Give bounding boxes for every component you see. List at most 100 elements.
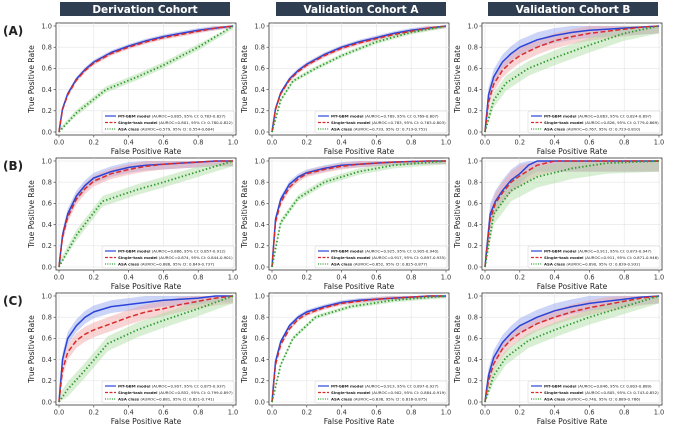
- legend-series-name: ASA class: [331, 397, 353, 402]
- legend-series-name: MT-GBM model: [331, 249, 363, 254]
- legend-entry: ASA class (AUROC=0.836, 95% CI: 0.816-0.…: [331, 397, 428, 402]
- y-tick-label: 1.0: [468, 22, 479, 30]
- legend: MT-GBM model (AUROC=0.886, 95% CI: 0.857…: [101, 245, 235, 269]
- x-tick-label: 0.2: [515, 409, 526, 417]
- x-tick-label: 0.6: [371, 139, 382, 147]
- y-tick-label: 0.6: [42, 335, 53, 343]
- column-header-title: Validation Cohort A: [304, 4, 420, 16]
- x-tick-label: 0.4: [336, 274, 347, 282]
- x-tick-label: 0.4: [549, 139, 560, 147]
- ci-band: [59, 296, 233, 402]
- y-tick-label: 1.0: [468, 157, 479, 165]
- y-tick-label: 0.2: [255, 107, 266, 115]
- y-tick-label: 0.4: [255, 221, 266, 229]
- legend-series-stats: (AUROC=0.801, 95% CI: 0.780-0.822): [158, 120, 234, 125]
- roc-curve-line: [484, 25, 660, 133]
- legend-series-name: ASA class: [331, 262, 353, 267]
- x-tick-label: 0.0: [54, 274, 65, 282]
- legend-series-stats: (AUROC=0.846, 95% CI: 0.803-0.889): [576, 384, 652, 389]
- roc-curve-line: [484, 25, 660, 133]
- roc-panel: 0.0 0.2 0.4 0.6 0.8 1.0 0.0 0.2 0.4 0.6 0.8 1.0 Fals…: [27, 157, 238, 291]
- roc-curve-line: [58, 295, 234, 403]
- y-tick-label: 0.0: [468, 263, 479, 271]
- y-tick-label: 1.0: [255, 292, 266, 300]
- y-axis-label: True Positive Rate: [240, 315, 249, 384]
- x-tick-label: 0.8: [193, 139, 204, 147]
- x-tick-label: 0.4: [549, 274, 560, 282]
- x-tick-label: 0.0: [54, 409, 65, 417]
- roc-curve-line: [58, 25, 234, 133]
- legend-series-name: MT-GBM model: [331, 114, 363, 119]
- legend-series-stats: (AUROC=0.890, 95% CI: 0.839-0.932): [565, 262, 641, 267]
- legend: MT-GBM model (AUROC=0.846, 95% CI: 0.803…: [527, 380, 661, 404]
- legend: MT-GBM model (AUROC=0.925, 95% CI: 0.905…: [314, 245, 448, 269]
- y-tick-label: 0.8: [468, 179, 479, 187]
- x-tick-label: 1.0: [228, 274, 239, 282]
- x-tick-label: 0.4: [549, 409, 560, 417]
- legend-box: [101, 245, 235, 269]
- ci-band: [59, 161, 233, 267]
- roc-curve-line: [271, 295, 446, 403]
- legend-entry: ASA class (AUROC=0.733, 95% CI: 0.713-0.…: [331, 127, 428, 132]
- y-tick-label: 0.6: [255, 65, 266, 73]
- y-tick-label: 0.0: [255, 128, 266, 136]
- legend-box: [314, 380, 448, 404]
- ci-band: [485, 161, 659, 267]
- x-tick-label: 1.0: [441, 274, 452, 282]
- x-tick-label: 0.2: [302, 409, 313, 417]
- legend-box: [527, 245, 661, 269]
- legend-series-stats: (AUROC=0.686, 95% CI: 0.649-0.737): [139, 262, 215, 267]
- x-axis-label: False Positive Rate: [111, 147, 182, 156]
- x-tick-label: 1.0: [654, 409, 665, 417]
- x-tick-label: 0.2: [515, 274, 526, 282]
- y-axis-label: True Positive Rate: [453, 315, 462, 384]
- roc-panel: 0.0 0.2 0.4 0.6 0.8 1.0 0.0 0.2 0.4 0.6 0.8 1.0 Fals…: [27, 292, 238, 426]
- roc-curve-line: [271, 25, 447, 133]
- y-tick-label: 0.8: [42, 179, 53, 187]
- roc-curve-line: [58, 160, 234, 268]
- y-tick-label: 0.0: [468, 128, 479, 136]
- legend-series-stats: (AUROC=0.911, 95% CI: 0.871-0.946): [584, 255, 660, 260]
- row-label: (B): [3, 159, 23, 173]
- legend-entry: Single-task model (AUROC=0.911, 95% CI: …: [544, 255, 659, 260]
- y-tick-label: 0.0: [42, 128, 53, 136]
- legend-series-name: MT-GBM model: [544, 114, 576, 119]
- y-axis-label: True Positive Rate: [453, 180, 462, 249]
- legend-entry: ASA class (AUROC=0.852, 95% CI: 0.825-0.…: [331, 262, 428, 267]
- column-header-bg: [276, 2, 446, 16]
- legend-series-name: Single-task model: [331, 120, 371, 125]
- y-axis-label: True Positive Rate: [240, 180, 249, 249]
- y-axis-label: True Positive Rate: [27, 180, 36, 249]
- ci-band: [272, 26, 446, 132]
- x-tick-label: 1.0: [228, 409, 239, 417]
- legend-series-stats: (AUROC=0.783, 95% CI: 0.763-0.803): [371, 120, 447, 125]
- legend-entry: MT-GBM model (AUROC=0.886, 95% CI: 0.857…: [118, 249, 226, 254]
- x-axis-label: False Positive Rate: [537, 282, 608, 291]
- legend-series-stats: (AUROC=0.733, 95% CI: 0.713-0.752): [352, 127, 428, 132]
- roc-panel: 0.0 0.2 0.4 0.6 0.8 1.0 0.0 0.2 0.4 0.6 0.8 1.0 Fals…: [453, 157, 664, 291]
- legend-entry: MT-GBM model (AUROC=0.907, 95% CI: 0.875…: [118, 384, 226, 389]
- legend-entry: MT-GBM model (AUROC=0.911, 95% CI: 0.873…: [544, 249, 652, 254]
- legend: MT-GBM model (AUROC=0.913, 95% CI: 0.897…: [314, 380, 448, 404]
- x-tick-label: 0.2: [302, 139, 313, 147]
- x-tick-label: 0.8: [619, 274, 630, 282]
- y-tick-label: 0.8: [468, 44, 479, 52]
- legend-entry: MT-GBM model (AUROC=0.863, 95% CI: 0.824…: [544, 114, 652, 119]
- ci-band: [485, 161, 659, 267]
- ci-band: [485, 296, 659, 402]
- y-tick-label: 0.4: [42, 221, 53, 229]
- y-tick-label: 0.0: [42, 263, 53, 271]
- x-tick-label: 1.0: [228, 139, 239, 147]
- x-axis-label: False Positive Rate: [324, 147, 395, 156]
- column-header-bg: [488, 2, 658, 16]
- legend-entry: Single-task model (AUROC=0.917, 95% CI: …: [331, 255, 446, 260]
- legend-series-name: ASA class: [118, 262, 140, 267]
- x-tick-label: 1.0: [654, 139, 665, 147]
- x-tick-label: 0.6: [584, 409, 595, 417]
- roc-curve-line: [271, 295, 447, 403]
- roc-panel: 0.0 0.2 0.4 0.6 0.8 1.0 0.0 0.2 0.4 0.6 0.8 1.0 Fals…: [240, 292, 451, 426]
- y-tick-label: 0.2: [42, 107, 53, 115]
- y-tick-label: 1.0: [468, 292, 479, 300]
- ci-band: [485, 161, 659, 267]
